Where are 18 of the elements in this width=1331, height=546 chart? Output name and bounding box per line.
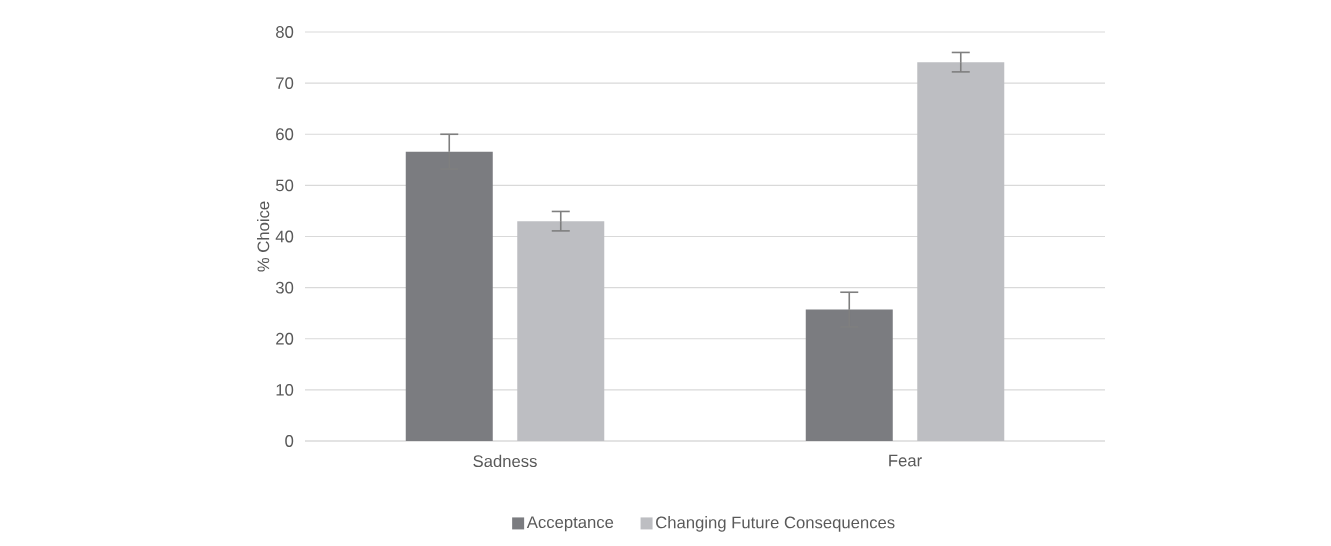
y-tick-label: 40 (275, 230, 294, 243)
y-tick-label: 60 (276, 128, 294, 141)
bar (805, 309, 893, 441)
bar (517, 221, 605, 441)
y-tick-label: 0 (285, 435, 294, 447)
y-tick-label: 80 (276, 26, 294, 38)
x-tick-label: Fear (889, 454, 922, 467)
y-tick-label: 50 (275, 179, 294, 192)
bar (917, 62, 1005, 441)
y-tick-label: 10 (276, 383, 294, 396)
bar (405, 151, 493, 441)
y-tick-label: 20 (276, 332, 294, 345)
legend-label: Changing Future Consequences (656, 516, 895, 532)
y-axis-title: % Choice (257, 201, 270, 272)
x-tick-label: Sadness (473, 454, 537, 468)
y-tick-label: 30 (275, 281, 294, 294)
legend-label: Acceptance (526, 516, 614, 532)
y-tick-label: 70 (276, 77, 294, 90)
